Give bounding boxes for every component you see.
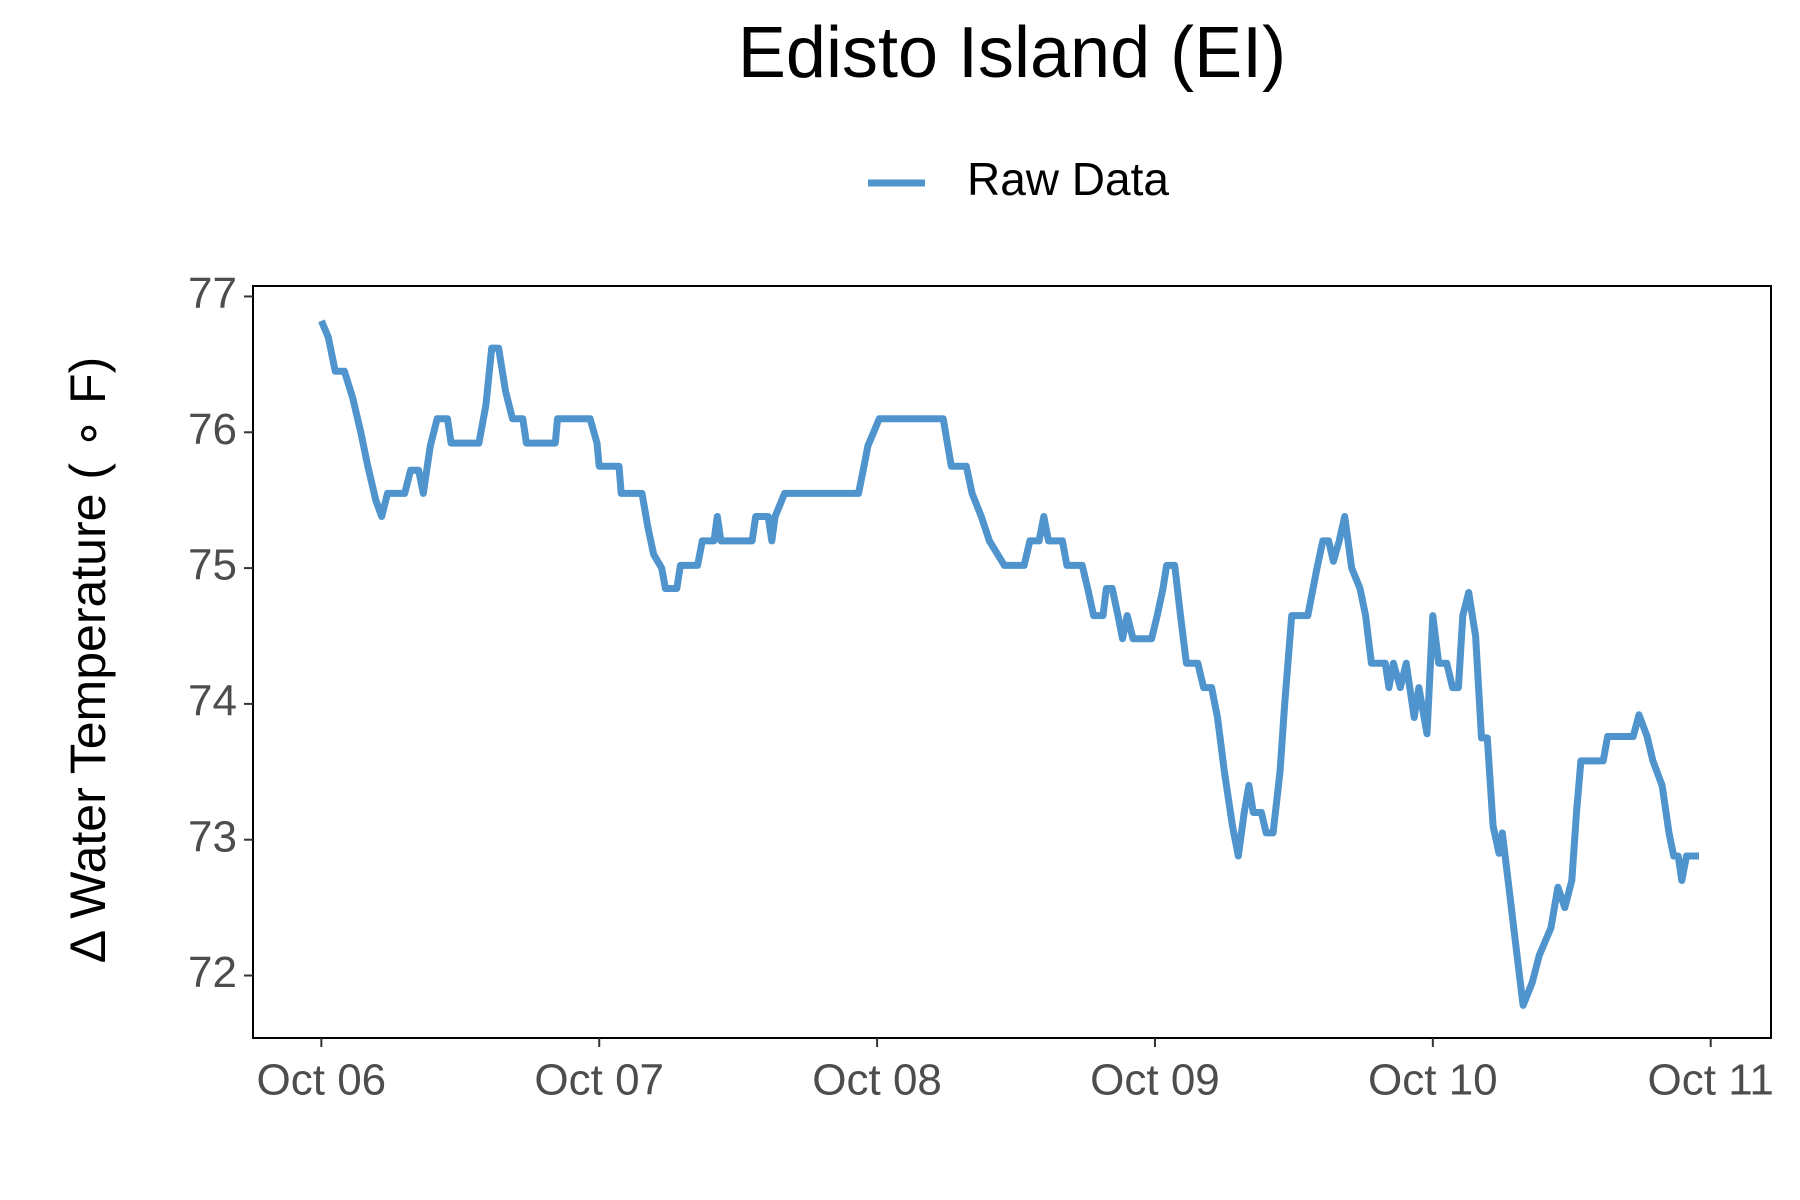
x-tick-label: Oct 06 xyxy=(257,1056,387,1105)
y-tick-label: 75 xyxy=(188,541,237,590)
y-tick-label: 72 xyxy=(188,948,237,997)
x-tick-label: Oct 07 xyxy=(534,1056,664,1105)
legend-label: Raw Data xyxy=(967,153,1169,205)
y-tick-label: 77 xyxy=(188,269,237,318)
y-tick-label: 76 xyxy=(188,405,237,454)
x-tick-label: Oct 08 xyxy=(812,1056,942,1105)
x-tick-label: Oct 11 xyxy=(1648,1056,1774,1105)
y-axis-label: Δ Water Temperature ( ∘ F) xyxy=(60,357,116,964)
plot-border xyxy=(252,285,1772,1039)
x-tick-label: Oct 09 xyxy=(1090,1056,1220,1105)
x-tick-label: Oct 10 xyxy=(1368,1056,1498,1105)
chart-title: Edisto Island (EI) xyxy=(738,13,1286,93)
y-tick-label: 74 xyxy=(188,677,237,726)
data-line xyxy=(318,319,1699,1009)
y-tick-label: 73 xyxy=(188,812,237,861)
